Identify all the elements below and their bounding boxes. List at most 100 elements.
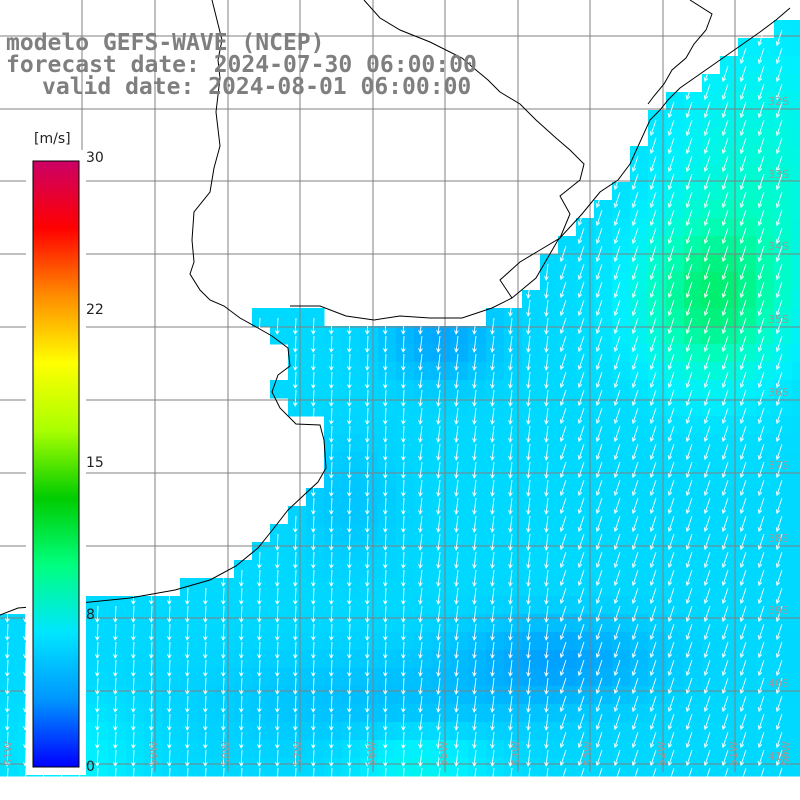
wind-arrow xyxy=(472,425,477,443)
wind-arrow xyxy=(454,659,459,677)
wind-speed-cell xyxy=(612,722,631,741)
wind-arrow xyxy=(613,659,621,677)
wind-arrow xyxy=(775,767,783,785)
wind-arrow xyxy=(472,515,477,533)
wind-arrow xyxy=(490,677,495,695)
wind-speed-cell xyxy=(558,344,577,363)
wind-speed-cell xyxy=(198,740,217,759)
wind-arrow xyxy=(649,371,657,389)
wind-speed-cell xyxy=(252,632,271,651)
wind-arrow xyxy=(311,317,316,335)
wind-speed-cell xyxy=(522,614,541,633)
wind-speed-cell xyxy=(90,704,109,723)
wind-arrow xyxy=(131,641,136,659)
wind-arrow xyxy=(775,443,783,461)
wind-speed-cell xyxy=(270,722,289,741)
wind-arrow xyxy=(577,389,585,407)
wind-speed-cell xyxy=(270,614,289,633)
wind-arrow xyxy=(739,749,747,767)
wind-speed-cell xyxy=(756,560,775,579)
wind-arrow xyxy=(577,263,585,281)
wind-speed-cell xyxy=(288,758,307,777)
wind-arrow xyxy=(365,515,370,533)
wind-arrow xyxy=(649,479,657,497)
wind-speed-cell xyxy=(504,434,523,453)
wind-arrow xyxy=(577,371,585,389)
wind-arrow xyxy=(559,389,567,407)
wind-speed-cell xyxy=(648,488,667,507)
wind-arrow xyxy=(311,533,316,551)
wind-speed-cell xyxy=(378,650,397,669)
wind-speed-cell xyxy=(486,452,505,471)
wind-arrow xyxy=(721,605,729,623)
wind-speed-cell xyxy=(450,524,469,543)
wind-arrow xyxy=(649,335,657,353)
wind-arrow xyxy=(454,551,459,569)
wind-arrow xyxy=(472,713,477,731)
wind-speed-cell xyxy=(630,146,649,165)
wind-speed-cell xyxy=(720,614,739,633)
wind-arrow xyxy=(775,209,783,227)
wind-arrow xyxy=(703,569,711,587)
wind-speed-cell xyxy=(648,650,667,669)
wind-arrow xyxy=(365,767,370,785)
wind-speed-cell xyxy=(378,668,397,687)
wind-arrow xyxy=(526,353,531,371)
wind-arrow xyxy=(365,641,370,659)
wind-arrow xyxy=(383,353,388,371)
wind-speed-cell xyxy=(288,398,307,417)
wind-speed-cell xyxy=(738,164,757,183)
wind-arrow xyxy=(472,443,477,461)
wind-speed-cell xyxy=(108,614,127,633)
wind-arrow xyxy=(685,533,693,551)
wind-speed-cell xyxy=(594,650,613,669)
wind-arrow xyxy=(508,551,513,569)
wind-arrow xyxy=(293,605,298,623)
wind-speed-cell xyxy=(612,290,631,309)
wind-speed-cell xyxy=(576,722,595,741)
wind-speed-cell xyxy=(324,686,343,705)
wind-speed-cell xyxy=(774,704,793,723)
wind-arrow xyxy=(347,389,352,407)
wind-arrow xyxy=(490,623,495,641)
wind-arrow xyxy=(311,767,316,785)
wind-arrow xyxy=(667,245,675,263)
wind-arrow xyxy=(185,587,190,605)
wind-speed-cell xyxy=(216,650,235,669)
wind-arrow xyxy=(490,587,495,605)
wind-speed-cell xyxy=(396,488,415,507)
wind-speed-cell xyxy=(738,182,757,201)
wind-speed-cell xyxy=(468,326,487,345)
wind-arrow xyxy=(329,587,334,605)
wind-arrow xyxy=(649,605,657,623)
wind-arrow xyxy=(559,551,567,569)
wind-arrow xyxy=(526,551,531,569)
wind-arrow xyxy=(401,767,406,785)
wind-arrow xyxy=(595,695,603,713)
wind-speed-cell xyxy=(702,434,721,453)
wind-arrow xyxy=(613,533,621,551)
wind-arrow xyxy=(472,569,477,587)
wind-arrow xyxy=(383,515,388,533)
wind-arrow xyxy=(703,335,711,353)
wind-speed-cell xyxy=(756,650,775,669)
wind-arrow xyxy=(775,389,783,407)
wind-speed-cell xyxy=(594,614,613,633)
wind-arrow xyxy=(757,659,765,677)
wind-arrow xyxy=(347,731,352,749)
wind-speed-cell xyxy=(342,542,361,561)
wind-speed-cell xyxy=(774,614,793,633)
longitude-label: 52W xyxy=(655,741,668,766)
wind-arrow xyxy=(721,731,729,749)
wind-speed-cell xyxy=(792,200,800,219)
wind-arrow xyxy=(739,119,747,137)
wind-arrow xyxy=(649,119,657,137)
wind-arrow xyxy=(508,353,513,371)
wind-speed-cell xyxy=(756,218,775,237)
wind-arrow xyxy=(577,731,585,749)
wind-speed-cell xyxy=(306,362,325,381)
wind-speed-cell xyxy=(792,380,800,399)
wind-arrow xyxy=(667,281,675,299)
wind-speed-cell xyxy=(774,218,793,237)
wind-arrow xyxy=(418,605,423,623)
